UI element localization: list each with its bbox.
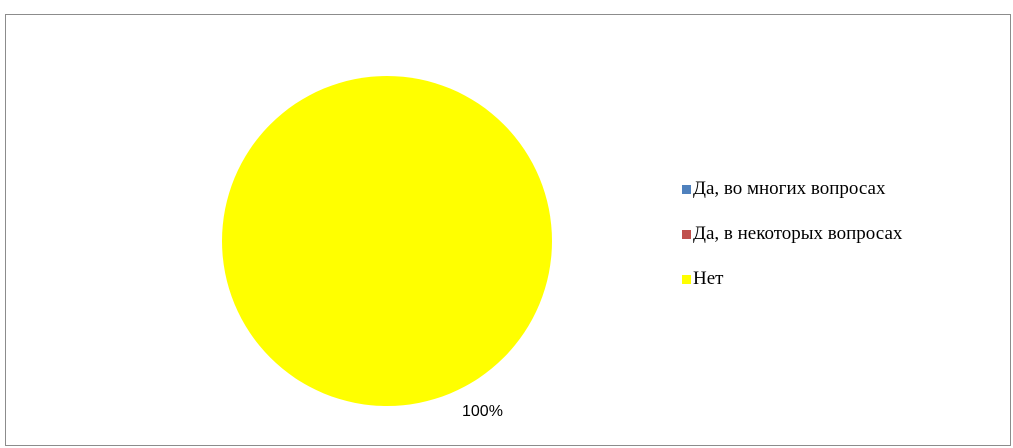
data-label-3: 100% bbox=[462, 403, 503, 420]
legend-label-3: Нет bbox=[693, 268, 724, 289]
legend: Да, во многих вопросах Да, в некоторых в… bbox=[682, 178, 903, 314]
legend-swatch-3 bbox=[682, 274, 691, 284]
legend-label-1: Да, во многих вопросах bbox=[693, 178, 886, 199]
legend-label-2: Да, в некоторых вопросах bbox=[693, 223, 903, 244]
legend-swatch-1 bbox=[682, 184, 691, 194]
legend-swatch-2 bbox=[682, 229, 691, 239]
pie-slice-3 bbox=[222, 76, 552, 406]
legend-item-3: Нет bbox=[682, 268, 902, 289]
legend-item-2: Да, в некоторых вопросах bbox=[682, 223, 903, 244]
legend-item-1: Да, во многих вопросах bbox=[682, 178, 902, 199]
